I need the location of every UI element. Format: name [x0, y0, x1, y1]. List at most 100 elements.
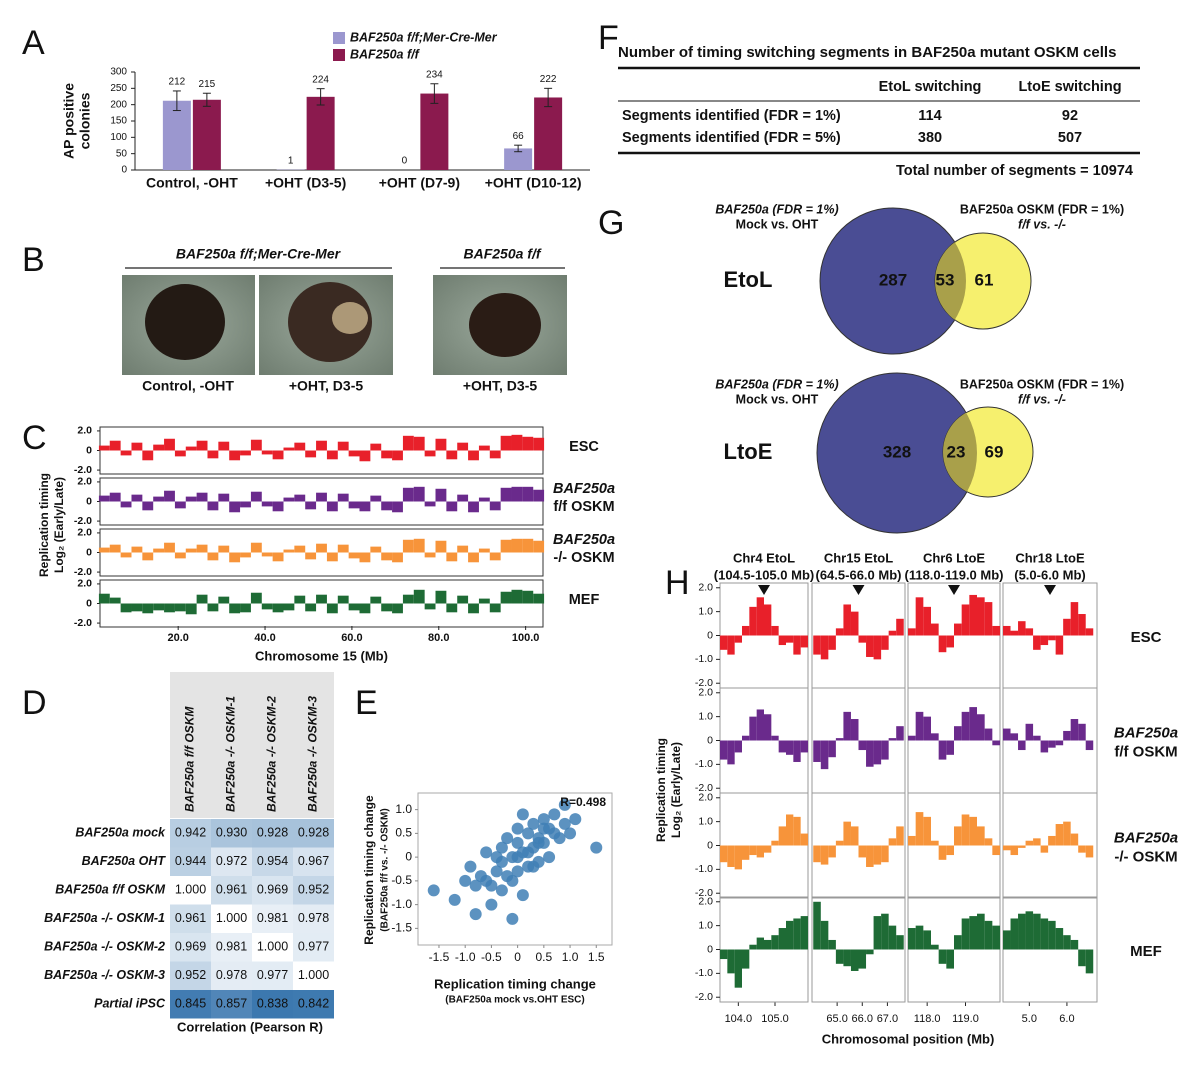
track-bar: [742, 625, 750, 636]
track-bar: [756, 597, 764, 636]
y-tick-label: 0: [707, 943, 713, 955]
track-bar: [489, 552, 501, 561]
y-tick-label: -1.0: [695, 967, 713, 979]
point: [501, 832, 514, 845]
panel-letter: C: [22, 419, 47, 457]
cell: [211, 961, 252, 990]
track-bar: [734, 845, 742, 870]
bar: [504, 148, 533, 170]
track-bar: [1055, 824, 1064, 846]
track-bar: [764, 714, 772, 741]
x-tick-label: 60.0: [341, 632, 362, 644]
track-bar: [478, 598, 490, 604]
track-bar: [1063, 618, 1071, 636]
track-bar: [218, 596, 230, 604]
track-frame: [811, 896, 906, 1003]
track-bar: [283, 447, 295, 451]
track-bar: [828, 845, 836, 858]
track-frame: [811, 792, 906, 899]
track-bar: [720, 635, 728, 650]
panel-letter: D: [22, 684, 47, 722]
track-bar: [522, 436, 534, 451]
track-bar: [915, 925, 924, 950]
bar: [420, 93, 449, 170]
cell-value: 114: [918, 108, 941, 124]
track-bar: [1010, 918, 1019, 950]
y-tick-label: -2.0: [74, 566, 92, 578]
y-tick-label: 2.0: [77, 578, 92, 590]
cell-value: 0.930: [216, 826, 247, 840]
track-bar: [446, 501, 458, 512]
cell: [293, 904, 334, 933]
track-bar: [908, 835, 916, 846]
track-bar: [457, 494, 469, 502]
cell: [293, 933, 334, 962]
y-tick-label: -2.0: [695, 887, 713, 899]
y-tick-label: -2.0: [74, 617, 92, 629]
track-bar: [316, 594, 327, 604]
track-bar: [1048, 835, 1056, 846]
x-tick-label: -1.0: [455, 950, 476, 964]
track-bar: [1040, 740, 1049, 753]
track-bar: [881, 913, 889, 950]
track-bar: [326, 501, 338, 512]
y-tick-label: -2.0: [695, 991, 713, 1003]
track-bar: [109, 597, 121, 604]
track-bar: [185, 548, 197, 553]
cell-value: 1.000: [257, 940, 288, 954]
track-bar: [337, 595, 349, 604]
table-title: Number of timing switching segments in B…: [618, 44, 1116, 61]
panel-letter: G: [598, 204, 624, 242]
track-bar: [164, 603, 175, 613]
track-bar: [820, 740, 829, 770]
track-bar: [240, 603, 251, 613]
track-bar: [359, 603, 371, 614]
cell-value: 0.952: [175, 968, 206, 982]
track-bar: [511, 589, 523, 604]
row-header: BAF250a mock: [75, 826, 166, 840]
track-bar: [820, 635, 829, 660]
y-tick-label: 150: [110, 116, 127, 127]
track-bar: [858, 845, 867, 858]
track-bar: [1063, 821, 1071, 846]
track-bar: [961, 711, 970, 741]
track-bar: [742, 949, 750, 969]
track-bar: [413, 436, 425, 451]
track-bar: [413, 538, 425, 553]
table-header-bg: [170, 672, 334, 818]
track-bar: [984, 920, 993, 950]
track-bar: [500, 539, 512, 553]
track-bar: [174, 450, 186, 457]
region-title: Chr4 EtoL: [733, 550, 795, 565]
bar: [192, 99, 221, 170]
point: [480, 846, 493, 859]
track-bar: [511, 434, 523, 451]
track-label: f/f OSKM: [553, 499, 614, 515]
track-bar: [98, 495, 110, 502]
track-bar: [533, 593, 545, 604]
track-bar: [813, 740, 821, 762]
track-bar: [820, 845, 829, 865]
cell-value: 0.944: [175, 854, 206, 868]
venn-overlap: [935, 233, 966, 329]
y-tick-label: -0.5: [391, 873, 412, 887]
track-bar: [294, 595, 306, 604]
cell-value: 0.969: [175, 940, 206, 954]
point: [522, 846, 535, 859]
track-bar: [164, 438, 175, 451]
venn-set-label: BAF250a (FDR = 1%): [715, 202, 838, 216]
track-label: BAF250a: [1114, 724, 1178, 741]
track-bar: [109, 440, 121, 451]
venn-overlap: [943, 407, 977, 497]
track-bar: [1003, 930, 1011, 950]
track-bar: [992, 845, 1000, 856]
track-bar: [131, 494, 143, 502]
track-bar: [457, 545, 469, 553]
track-bar: [196, 440, 208, 451]
table-caption: Correlation (Pearson R): [177, 1019, 323, 1034]
track-bar: [272, 552, 284, 562]
track-bar: [793, 635, 801, 655]
track-bar: [1078, 723, 1086, 741]
track-bar: [1033, 913, 1041, 950]
track-bar: [392, 552, 403, 563]
